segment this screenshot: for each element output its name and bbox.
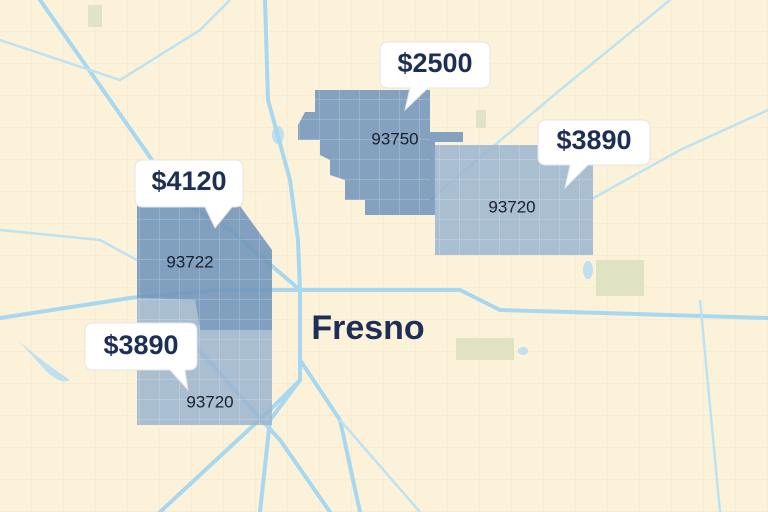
price-callout: $3890 bbox=[84, 322, 198, 392]
parks bbox=[18, 5, 644, 382]
price-callout: $2500 bbox=[379, 41, 491, 112]
price-label: $3890 bbox=[103, 330, 178, 360]
zip-label: 93720 bbox=[186, 392, 233, 411]
price-label: $2500 bbox=[397, 48, 472, 78]
zip-label: 93750 bbox=[371, 129, 418, 148]
city-label: Fresno bbox=[311, 309, 424, 347]
zip-label: 93722 bbox=[166, 252, 213, 271]
zip-label: 93720 bbox=[488, 197, 535, 216]
price-callout: $3890 bbox=[537, 119, 651, 190]
price-callout: $4120 bbox=[134, 159, 244, 229]
price-label: $4120 bbox=[151, 166, 226, 196]
price-label: $3890 bbox=[556, 125, 631, 155]
